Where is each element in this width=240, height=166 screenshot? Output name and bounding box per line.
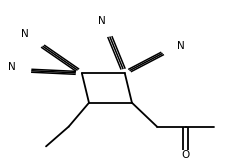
Text: N: N [177, 41, 185, 51]
Text: N: N [21, 29, 28, 40]
Text: O: O [181, 150, 190, 160]
Text: N: N [98, 16, 106, 26]
Text: N: N [7, 62, 15, 72]
